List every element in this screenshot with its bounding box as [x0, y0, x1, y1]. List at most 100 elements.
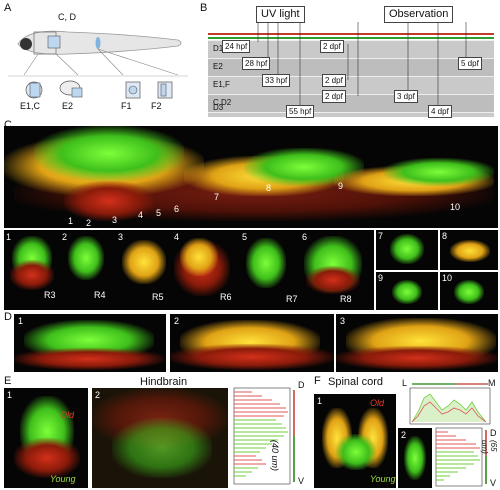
panel-e1-image: 1 Old Young	[4, 388, 88, 488]
inset-label-e2: E2	[62, 101, 74, 111]
panel-f1-image: 1 Old Young	[314, 394, 396, 488]
rhombomere-label: R4	[94, 290, 106, 300]
axis-bottom-v-f: V	[490, 478, 497, 488]
section-thumb-10: 10	[440, 272, 498, 310]
row-label: E2	[213, 62, 223, 71]
spinal-cord-title: Spinal cord	[328, 376, 384, 388]
panel-c-main-image: 1 2 3 4 5 6 7 8 9 10	[4, 126, 498, 228]
hindbrain-profile-chart	[233, 387, 295, 485]
rhombomere-label: R6	[220, 292, 232, 302]
panel-d-num: 2	[174, 316, 180, 326]
uv-bar	[208, 33, 494, 35]
section-num: 8	[442, 231, 448, 241]
time-box: 55 hpf	[286, 105, 315, 118]
section-thumb-8: 8	[440, 230, 498, 270]
axis-top-d-f: D	[490, 428, 497, 438]
zebrafish-drawing	[8, 30, 188, 99]
time-box: 28 hpf	[242, 57, 271, 70]
timeline-row: D1	[208, 40, 494, 58]
section-num: 7	[378, 231, 384, 241]
row-label: D3	[213, 103, 224, 112]
panel-d3-image: 3	[336, 314, 498, 372]
time-box: 33 hpf	[262, 74, 291, 87]
section-num: 5	[242, 232, 248, 242]
section-num: 1	[6, 232, 12, 242]
row-label: E1,F	[213, 80, 230, 89]
axis-depth-label-f: (65 um)	[480, 440, 498, 454]
timeline-row-partial	[208, 112, 494, 117]
panel-d-num: 3	[340, 316, 346, 326]
spinal-lm-profile-chart	[409, 383, 491, 425]
row-label: C,D2	[213, 98, 232, 107]
axis-top-d: D	[298, 380, 305, 390]
time-box: 2 dpf	[320, 40, 344, 53]
panel-d-num: 1	[18, 316, 24, 326]
panel-label-f: F	[314, 375, 321, 387]
uv-light-title: UV light	[256, 6, 305, 23]
section-marker: 6	[174, 204, 180, 214]
section-marker: 8	[266, 183, 272, 193]
axis-m: M	[488, 378, 496, 388]
panel-e2-image: 2	[92, 388, 228, 488]
sub-label: 2	[401, 430, 407, 440]
time-box: 3 dpf	[394, 90, 418, 103]
timeline-row: E2	[208, 58, 494, 76]
section-marker: 2	[86, 218, 92, 228]
time-box: 24 hpf	[222, 40, 251, 53]
timeline-connectors	[257, 22, 467, 107]
section-marker: 5	[156, 208, 162, 218]
time-box: 2 dpf	[322, 74, 346, 87]
spinal-dv-profile-chart	[435, 427, 487, 487]
panel-label-b: B	[200, 2, 208, 14]
axis-l: L	[402, 378, 408, 388]
old-label: Old	[370, 398, 385, 408]
panel-d2-image: 2	[170, 314, 334, 372]
section-num: 4	[174, 232, 180, 242]
hindbrain-title: Hindbrain	[140, 376, 188, 388]
section-num: 2	[62, 232, 68, 242]
rhombomere-label: R3	[44, 290, 56, 300]
panel-label-e: E	[4, 375, 12, 387]
timeline-row: C,D2	[208, 94, 494, 112]
time-box: 5 dpf	[458, 57, 482, 70]
panel-d1-image: 1	[14, 314, 166, 372]
section-num: 10	[442, 273, 453, 283]
section-num: 9	[378, 273, 384, 283]
panel-c-sections-row: 1 2 3 4 5 6 R3 R4 R5 R6 R7 R8	[4, 230, 374, 310]
zebrafish-schematic	[8, 10, 188, 110]
sub-label: 2	[95, 390, 101, 400]
section-thumb-9: 9	[376, 272, 438, 310]
time-box: 4 dpf	[428, 105, 452, 118]
timeline-panel: UV light Observation D1 E2 E1,F C,D2 24 …	[208, 4, 498, 118]
inset-label-f1: F1	[121, 101, 132, 111]
section-marker: 4	[138, 210, 144, 220]
section-thumb-7: 7	[376, 230, 438, 270]
section-marker: 10	[450, 202, 461, 212]
panel-f2-image: 2	[398, 428, 432, 488]
observation-bar	[208, 37, 494, 39]
section-num: 6	[302, 232, 308, 242]
section-marker: 7	[214, 192, 220, 202]
rhombomere-label: R8	[340, 294, 352, 304]
axis-depth-label: (40 um)	[270, 440, 280, 472]
sub-label: 1	[7, 390, 13, 400]
inset-label-f2: F2	[151, 101, 162, 111]
panel-label-a: A	[4, 2, 12, 14]
row-label: D1	[213, 44, 224, 53]
section-marker: 3	[112, 215, 118, 225]
cd-box-label: C, D	[58, 12, 76, 22]
axis-bottom-v: V	[298, 476, 305, 486]
old-label: Old	[60, 410, 75, 420]
panel-label-d: D	[4, 311, 12, 323]
rhombomere-label: R7	[286, 294, 298, 304]
section-marker: 1	[68, 216, 74, 226]
section-marker: 9	[338, 181, 344, 191]
sub-label: 1	[317, 396, 323, 406]
observation-title: Observation	[384, 6, 454, 23]
young-label: Young	[370, 474, 396, 484]
panel-label-c: C	[4, 119, 12, 131]
section-num: 3	[118, 232, 124, 242]
time-box: 2 dpf	[322, 90, 346, 103]
inset-label-e1c: E1,C	[20, 101, 41, 111]
rhombomere-label: R5	[152, 292, 164, 302]
